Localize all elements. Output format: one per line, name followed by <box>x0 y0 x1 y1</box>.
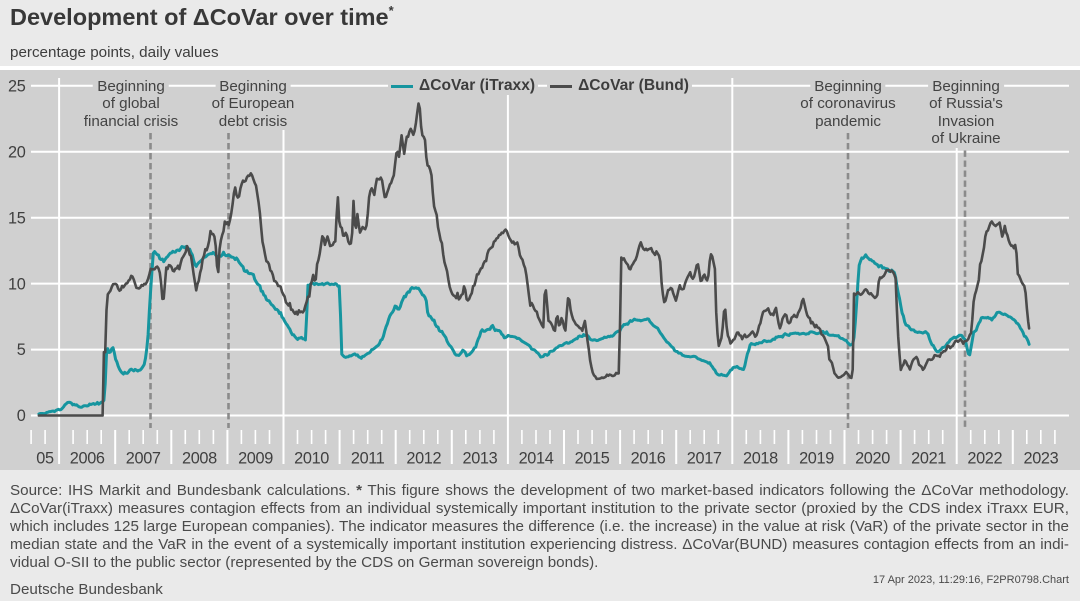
svg-text:2021: 2021 <box>911 450 946 468</box>
svg-text:2010: 2010 <box>294 450 329 468</box>
svg-text:2018: 2018 <box>743 450 778 468</box>
svg-text:5: 5 <box>17 341 26 359</box>
svg-text:10: 10 <box>8 275 26 293</box>
svg-text:2022: 2022 <box>967 450 1002 468</box>
svg-text:0: 0 <box>17 407 26 425</box>
svg-text:2011: 2011 <box>351 450 385 468</box>
svg-text:2007: 2007 <box>126 450 161 468</box>
svg-text:20: 20 <box>8 143 26 161</box>
svg-text:2013: 2013 <box>462 450 497 468</box>
svg-text:2015: 2015 <box>575 450 610 468</box>
svg-text:2009: 2009 <box>238 450 273 468</box>
svg-text:2014: 2014 <box>519 450 554 468</box>
svg-text:2023: 2023 <box>1023 450 1058 468</box>
svg-text:2020: 2020 <box>855 450 890 468</box>
svg-text:2016: 2016 <box>631 450 666 468</box>
svg-text:2012: 2012 <box>406 450 441 468</box>
svg-text:05: 05 <box>36 450 54 468</box>
svg-text:2008: 2008 <box>182 450 217 468</box>
svg-text:25: 25 <box>8 78 26 96</box>
svg-text:15: 15 <box>8 209 26 227</box>
svg-text:2019: 2019 <box>799 450 834 468</box>
svg-text:2006: 2006 <box>70 450 105 468</box>
svg-text:2017: 2017 <box>687 450 722 468</box>
